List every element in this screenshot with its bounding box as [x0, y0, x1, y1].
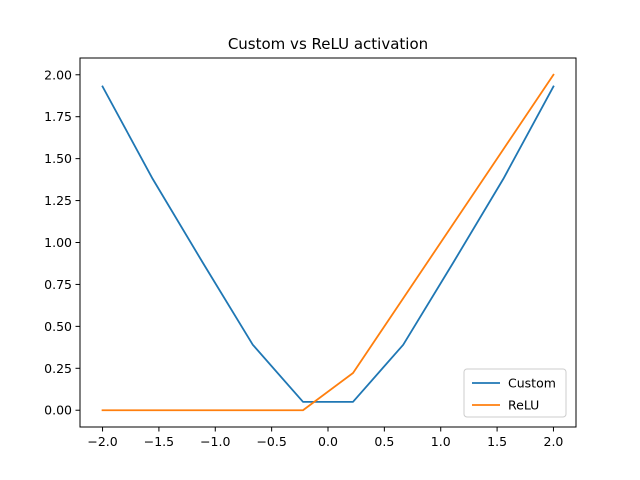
- y-tick-label: 2.00: [44, 67, 72, 82]
- x-axis: −2.0 −1.5 −1.0 −0.5 0.0 0.5 1.0 1.5 2.0: [87, 427, 563, 449]
- x-tick-label: 0.0: [318, 434, 338, 449]
- y-tick-label: 1.25: [44, 193, 72, 208]
- series-line-custom: [101, 85, 555, 403]
- y-tick-label: 0.75: [44, 277, 72, 292]
- x-tick-label: 0.5: [374, 434, 394, 449]
- legend-label-relu: ReLU: [508, 398, 539, 413]
- x-tick-label: 1.0: [431, 434, 451, 449]
- x-tick-label: −2.0: [87, 434, 117, 449]
- x-tick-label: −1.0: [200, 434, 230, 449]
- x-tick-label: −1.5: [144, 434, 174, 449]
- y-tick-label: 0.50: [44, 319, 72, 334]
- chart-title: Custom vs ReLU activation: [228, 35, 428, 53]
- legend: Custom ReLU: [463, 368, 567, 418]
- y-tick-label: 1.50: [44, 151, 72, 166]
- y-axis: 0.00 0.25 0.50 0.75 1.00 1.25 1.50 1.75 2.00: [44, 67, 80, 418]
- y-tick-label: 1.00: [44, 235, 72, 250]
- x-tick-label: −0.5: [256, 434, 286, 449]
- x-tick-label: 2.0: [544, 434, 564, 449]
- y-tick-label: 1.75: [44, 109, 72, 124]
- legend-label-custom: Custom: [508, 376, 556, 391]
- y-tick-label: 0.25: [44, 361, 72, 376]
- x-tick-label: 1.5: [487, 434, 507, 449]
- y-tick-label: 0.00: [44, 403, 72, 418]
- series-line-relu: [101, 73, 555, 412]
- plot-lines: [101, 73, 555, 412]
